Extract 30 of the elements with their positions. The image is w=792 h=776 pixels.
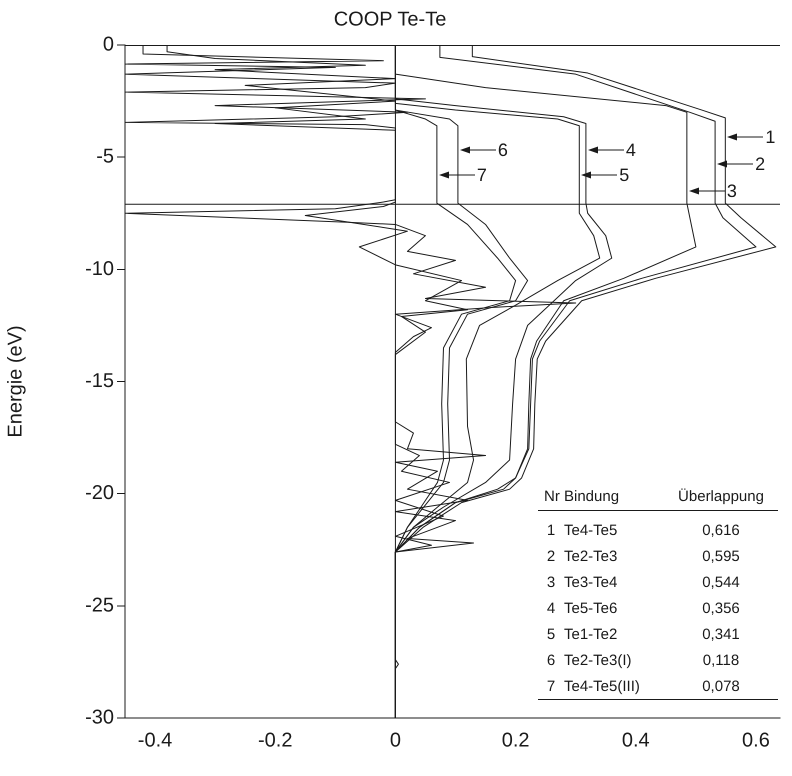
text: 4 Te5-Te6 0,356	[546, 600, 740, 616]
y-tick-label: 0	[102, 34, 114, 56]
y-tick-label: -15	[85, 370, 114, 392]
x-tick-label: 0.2	[502, 730, 530, 752]
x-tick-label: -0.4	[138, 730, 172, 752]
text: 7 Te4-Te5(III) 0,078	[546, 678, 740, 694]
annotation: 2	[755, 152, 766, 175]
text: 6 Te2-Te3(I) 0,118	[546, 652, 740, 668]
y-tick-label: -30	[85, 706, 114, 729]
y-tick-label: -25	[85, 594, 114, 616]
annotation: 5	[619, 164, 630, 186]
annotation: 4	[626, 139, 636, 162]
text: Nr Bindung Überlappung	[544, 488, 764, 504]
y-tick-label: -20	[85, 482, 114, 504]
x-tick-label: 0.4	[622, 730, 650, 752]
annotation: 3	[726, 180, 737, 202]
y-tick-label: -10	[85, 258, 114, 280]
annotation: 1	[765, 126, 776, 148]
y-tick-label: -5	[96, 146, 114, 168]
chart-title: COOP Te-Te	[334, 8, 446, 31]
text: 2 Te2-Te3 0,595	[546, 548, 740, 564]
x-tick-label: -0.2	[258, 730, 292, 752]
annotation: 6	[498, 139, 508, 162]
x-tick-label: 0	[390, 730, 401, 752]
y-axis-title: Energie (eV)	[4, 325, 27, 438]
annotation: 7	[476, 164, 487, 186]
text: 1 Te4-Te5 0,616	[546, 522, 740, 538]
text: 5 Te1-Te2 0,341	[546, 626, 740, 642]
x-tick-label: 0.6	[742, 730, 770, 752]
text: 3 Te3-Te4 0,544	[546, 574, 740, 590]
